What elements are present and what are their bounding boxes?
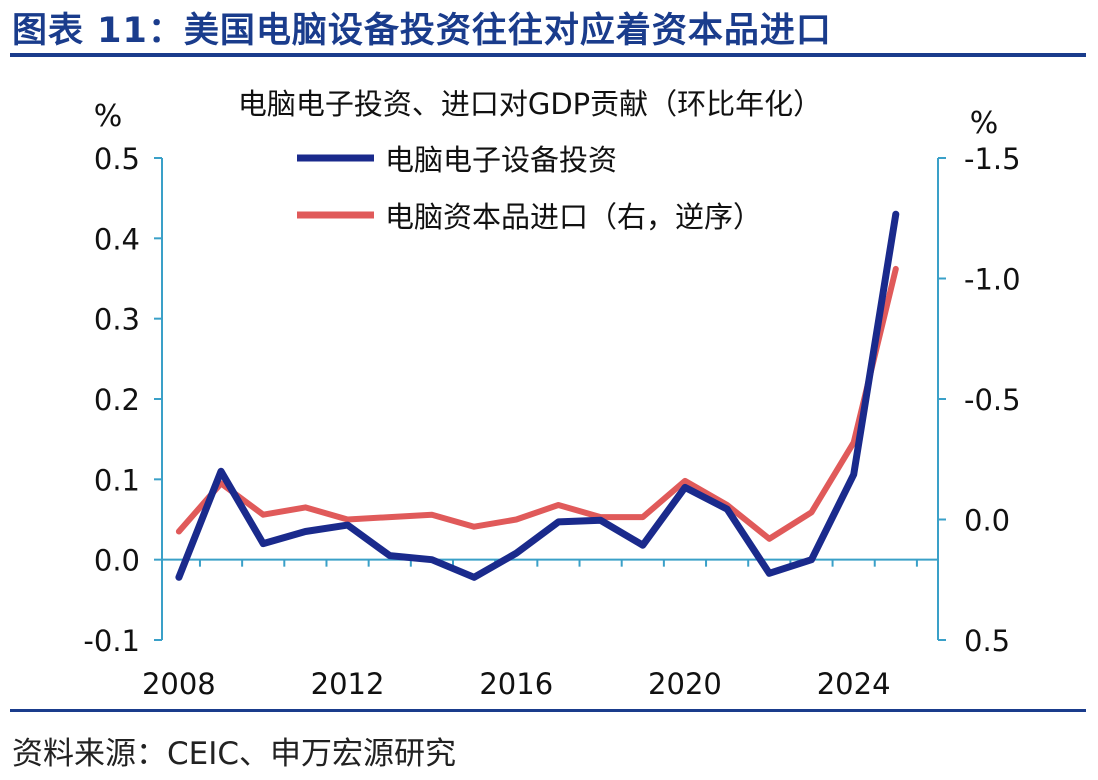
series-line-imports [175,265,899,542]
axes: -0.1 0.0 0.1 0.2 0.3 0.4 0.5 0.5 0.0 -0.5 -1.0 -1.5… [83,142,1020,700]
left-tick-label: -0.1 [83,624,140,658]
series-lines [175,210,900,581]
left-tick-label: 0.3 [94,303,140,337]
x-tick-label: 2012 [311,667,385,700]
right-axis-unit: % [970,106,999,141]
right-tick-label: -1.0 [964,263,1021,297]
figure-title: 图表 11：美国电脑设备投资往往对应着资本品进口 [12,11,832,51]
title-rule [10,53,1086,57]
left-tick-label: 0.1 [94,463,140,497]
left-axis-unit: % [94,99,123,134]
x-tick-label: 2024 [817,667,891,700]
series-line-investment [175,210,900,581]
source-note: 资料来源：CEIC、申万宏源研究 [12,736,457,772]
right-tick-label: -0.5 [964,383,1021,417]
legend-label-investment: 电脑电子设备投资 [385,143,617,177]
left-tick-label: 0.2 [94,383,140,417]
source-rule [10,709,1086,712]
legend: 电脑电子设备投资 电脑资本品进口（右，逆序） [297,143,762,234]
x-tick-label: 2016 [479,667,553,700]
right-tick-label: 0.5 [964,624,1010,658]
right-tick-label: -1.5 [964,142,1021,176]
left-tick-label: 0.0 [94,544,140,578]
right-tick-label: 0.0 [964,504,1010,538]
x-tick-label: 2008 [142,667,216,700]
line-chart: 电脑电子投资、进口对GDP贡献（环比年化） % % -0.1 0.0 0.1 0.2 0… [83,87,1020,700]
left-tick-label: 0.4 [94,222,140,256]
x-tick-label: 2020 [648,667,722,700]
left-tick-label: 0.5 [94,142,140,176]
legend-label-imports: 电脑资本品进口（右，逆序） [385,200,762,234]
chart-title: 电脑电子投资、进口对GDP贡献（环比年化） [238,87,822,121]
